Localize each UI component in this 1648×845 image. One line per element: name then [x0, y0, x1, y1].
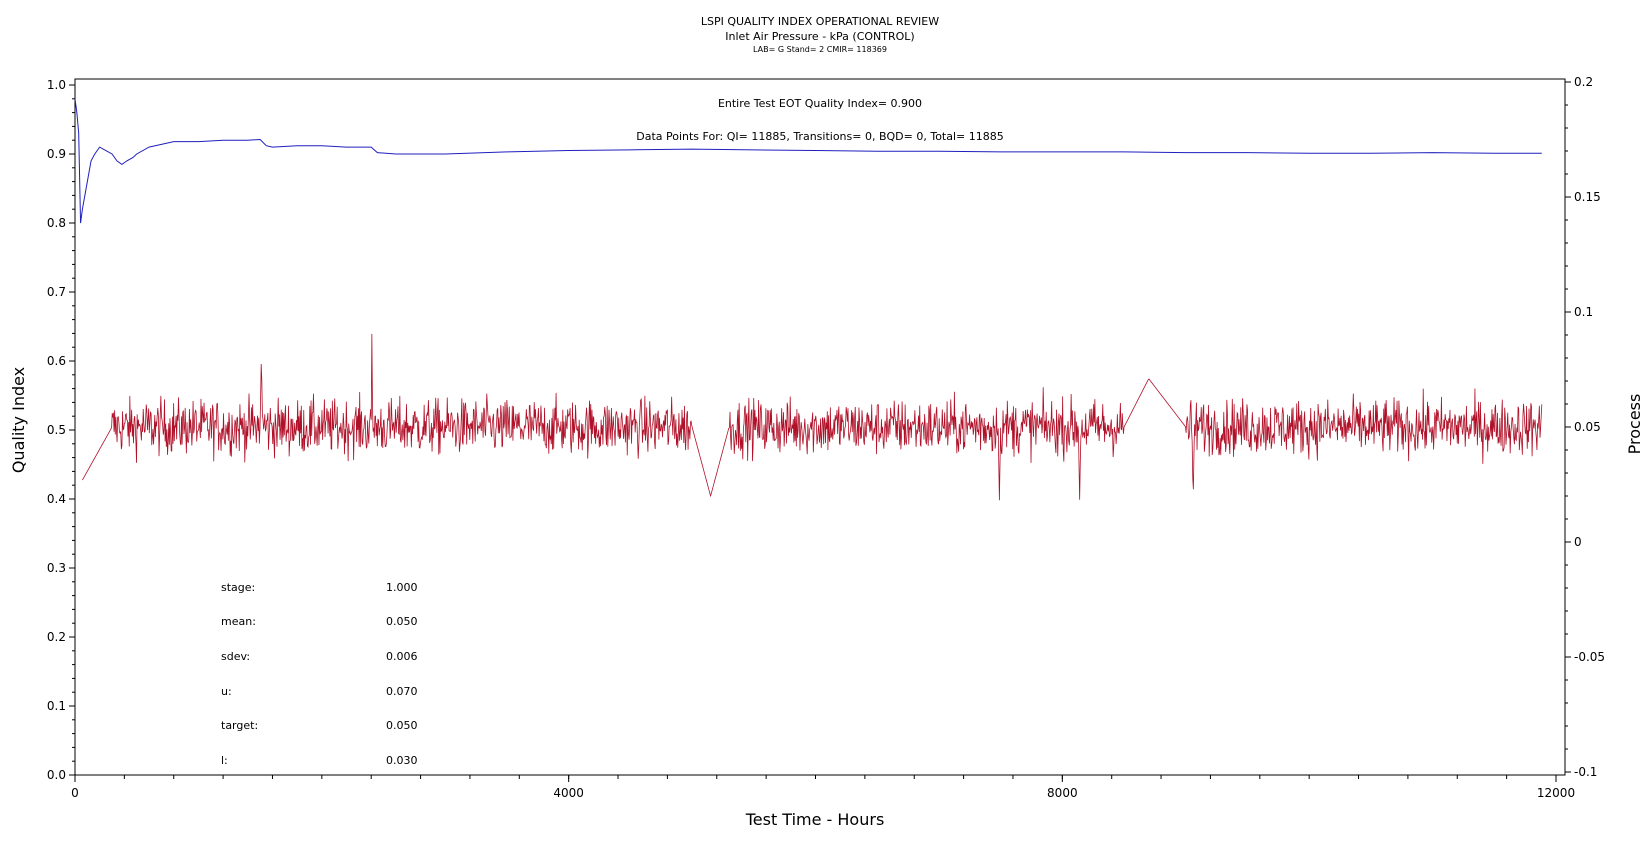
- stat-label-mean: mean:: [221, 615, 256, 628]
- stat-label-target: target:: [221, 719, 258, 732]
- y-tick-label: 0.6: [47, 354, 66, 368]
- y2-tick-label: 0: [1574, 535, 1582, 549]
- x-tick-label: 12000: [1537, 786, 1575, 800]
- y2-tick-label: -0.05: [1574, 650, 1605, 664]
- y2-axis-label: Process: [1625, 394, 1644, 455]
- y-tick-label: 0.0: [47, 768, 66, 782]
- x-tick-label: 4000: [553, 786, 584, 800]
- x-tick-label: 8000: [1047, 786, 1078, 800]
- stat-label-l: l:: [221, 754, 228, 767]
- y-tick-label: 0.5: [47, 423, 66, 437]
- data-points-annotation: Data Points For: QI= 11885, Transitions=…: [636, 130, 1004, 143]
- stat-value-target: 0.050: [386, 719, 418, 732]
- stat-value-sdev: 0.006: [386, 650, 418, 663]
- y-tick-label: 0.9: [47, 147, 66, 161]
- x-axis-label: Test Time - Hours: [745, 810, 885, 829]
- y2-tick-label: 0.15: [1574, 190, 1601, 204]
- quality-index-series-line: [74, 98, 1542, 224]
- y2-tick-label: 0.1: [1574, 305, 1593, 319]
- x-tick-label: 0: [71, 786, 79, 800]
- y-tick-label: 0.2: [47, 630, 66, 644]
- y-axis-label: Quality Index: [9, 367, 28, 473]
- stat-label-sdev: sdev:: [221, 650, 250, 663]
- chart-subtitle: Inlet Air Pressure - kPa (CONTROL): [725, 30, 914, 43]
- stat-value-mean: 0.050: [386, 615, 418, 628]
- stat-label-stage: stage:: [221, 581, 255, 594]
- eot-quality-index-annotation: Entire Test EOT Quality Index= 0.900: [718, 97, 922, 110]
- tick-labels: 0.0 0.1 0.2 0.3 0.4 0.5 0.6 0.7 0.8 0.9 1.0 -0.1 -0.…: [47, 75, 1605, 800]
- stat-value-u: 0.070: [386, 685, 418, 698]
- stat-value-stage: 1.000: [386, 581, 418, 594]
- y-tick-label: 1.0: [47, 78, 66, 92]
- y-tick-label: 0.7: [47, 285, 66, 299]
- y-tick-label: 0.1: [47, 699, 66, 713]
- process-series-line: [82, 333, 1543, 501]
- stat-value-l: 0.030: [386, 754, 418, 767]
- chart-title: LSPI QUALITY INDEX OPERATIONAL REVIEW: [701, 15, 939, 28]
- y2-tick-label: 0.05: [1574, 420, 1601, 434]
- stat-label-u: u:: [221, 685, 232, 698]
- y2-tick-label: -0.1: [1574, 765, 1597, 779]
- y-tick-label: 0.8: [47, 216, 66, 230]
- y2-tick-label: 0.2: [1574, 75, 1593, 89]
- y-tick-label: 0.3: [47, 561, 66, 575]
- lab-line: LAB= G Stand= 2 CMIR= 118369: [753, 45, 887, 54]
- tick-group: [69, 81, 1571, 782]
- stats-block: stage: 1.000 mean: 0.050 sdev: 0.006 u: …: [221, 581, 418, 767]
- y-tick-label: 0.4: [47, 492, 66, 506]
